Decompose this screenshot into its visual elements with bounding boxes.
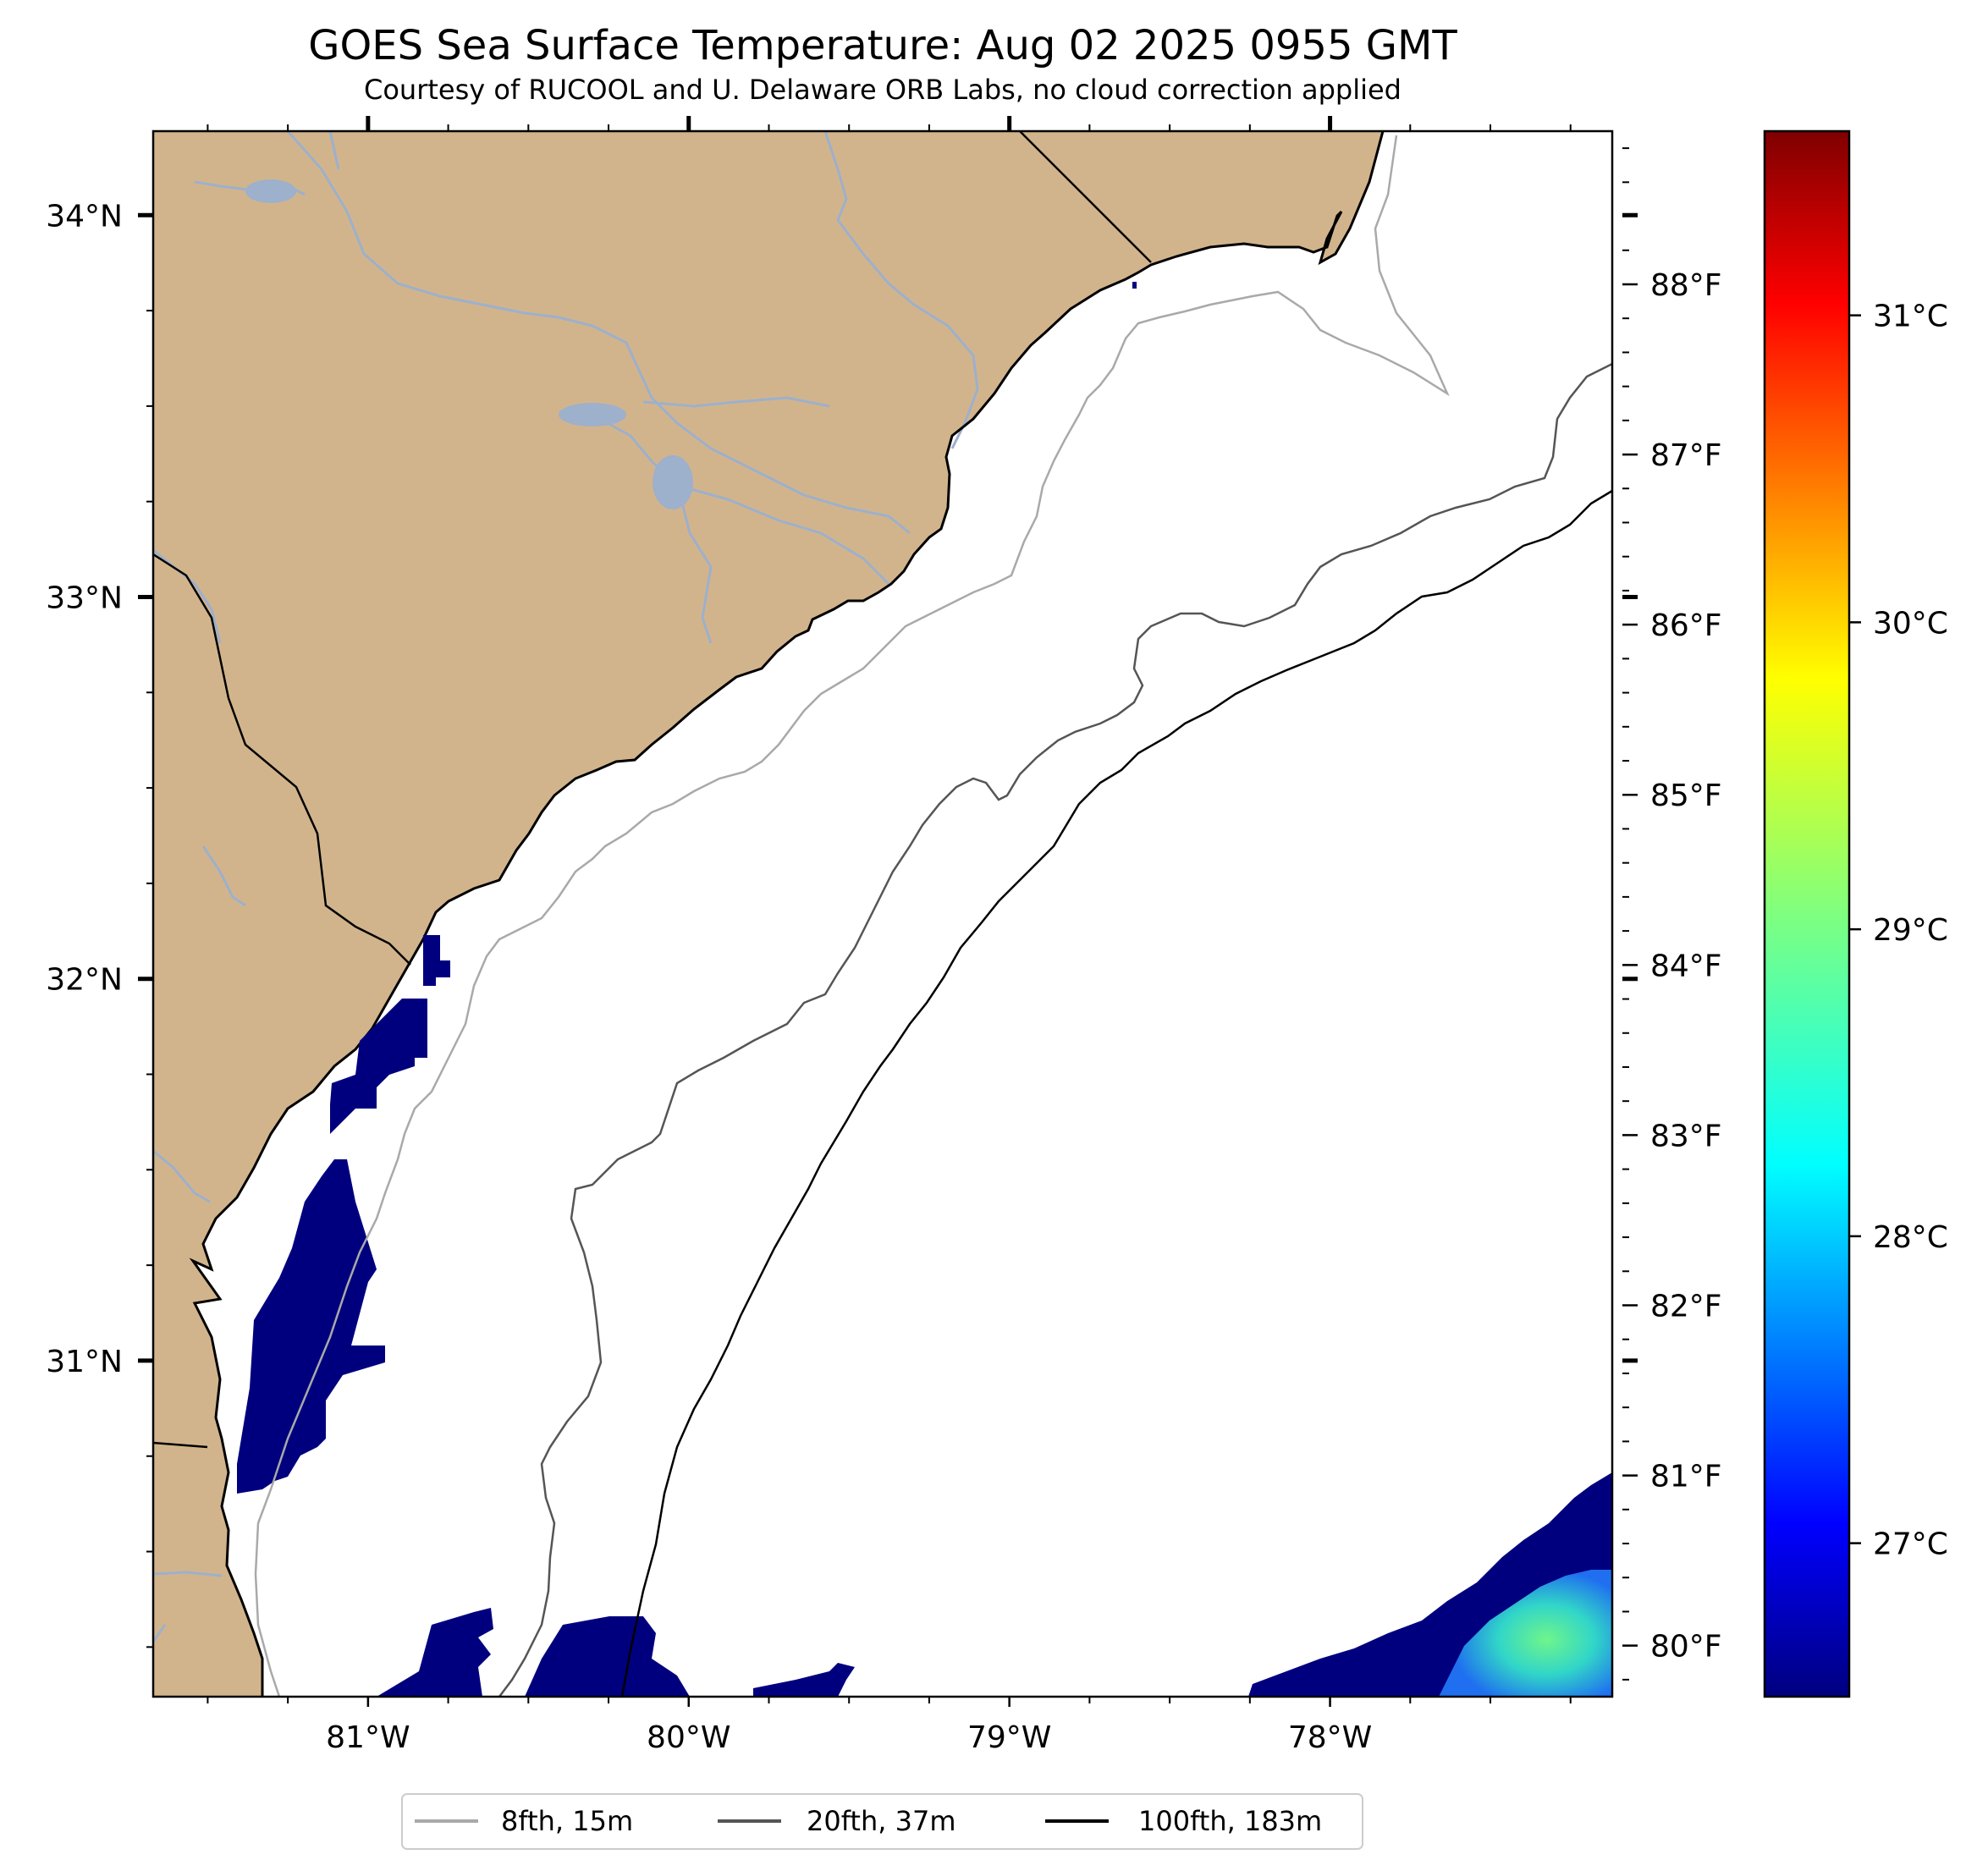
isobath-8fth bbox=[254, 135, 1450, 1697]
legend-label-100fth: 100fth, 183m bbox=[1138, 1805, 1322, 1837]
f-tick-label: 84°F bbox=[1650, 949, 1722, 983]
minor-ticks bbox=[146, 124, 1572, 1703]
latitude-axis: 34°N 33°N 32°N 31°N bbox=[46, 199, 1638, 1379]
rivers bbox=[153, 131, 979, 1643]
sst-patch bbox=[423, 935, 450, 986]
lon-tick-label: 80°W bbox=[647, 1720, 730, 1755]
legend-label-8fth: 8fth, 15m bbox=[501, 1805, 633, 1837]
sst-patch bbox=[237, 1159, 385, 1494]
colorbar-tick-label: 30°C bbox=[1873, 606, 1948, 641]
state-boundaries bbox=[153, 131, 1152, 1449]
river-path bbox=[153, 1149, 211, 1203]
river-path bbox=[153, 1571, 223, 1577]
f-tick-label: 82°F bbox=[1650, 1290, 1722, 1324]
state-boundary bbox=[153, 1441, 208, 1449]
river-path bbox=[642, 396, 830, 408]
lat-tick-label: 33°N bbox=[46, 581, 123, 615]
river-path bbox=[675, 482, 713, 644]
river-path bbox=[680, 485, 890, 586]
colorbar-tick-label: 27°C bbox=[1873, 1527, 1948, 1562]
map-frame bbox=[151, 129, 1614, 1698]
river-path bbox=[328, 131, 340, 170]
isobath-20fth bbox=[498, 362, 1612, 1697]
colorbar-ticks: 31°C 30°C 29°C 28°C 27°C bbox=[1849, 300, 1948, 1562]
lon-tick-label: 78°W bbox=[1288, 1720, 1372, 1755]
f-tick-label: 81°F bbox=[1650, 1460, 1722, 1494]
sst-patch bbox=[753, 1663, 855, 1697]
lake bbox=[653, 455, 693, 509]
colorbar-gradient bbox=[1763, 129, 1851, 1698]
isobath-100fth bbox=[620, 489, 1612, 1697]
chart-subtitle: Courtesy of RUCOOL and U. Delaware ORB L… bbox=[364, 74, 1402, 106]
lon-tick-label: 79°W bbox=[967, 1720, 1051, 1755]
state-boundary bbox=[153, 553, 411, 966]
lat-tick-label: 34°N bbox=[46, 199, 123, 234]
lon-tick-label: 81°W bbox=[326, 1720, 410, 1755]
fahrenheit-axis: 88°F 87°F 86°F 85°F 84°F 83°F 82°F 81°F 80°F bbox=[1622, 147, 1722, 1681]
f-tick-label: 80°F bbox=[1650, 1630, 1722, 1665]
state-boundary bbox=[1019, 131, 1152, 263]
river-path bbox=[823, 131, 979, 449]
f-tick-label: 85°F bbox=[1650, 779, 1722, 813]
f-tick-label: 83°F bbox=[1650, 1119, 1722, 1153]
f-tick-label: 86°F bbox=[1650, 608, 1722, 643]
river-path bbox=[201, 845, 246, 907]
f-tick-label: 88°F bbox=[1650, 268, 1722, 303]
lake bbox=[559, 403, 626, 426]
lake bbox=[245, 179, 296, 203]
chart-title: GOES Sea Surface Temperature: Aug 02 202… bbox=[308, 22, 1457, 69]
river-path bbox=[286, 131, 911, 535]
lakes bbox=[245, 179, 693, 509]
legend: 8fth, 15m 20fth, 37m 100fth, 183m bbox=[401, 1793, 1363, 1850]
sst-patch bbox=[377, 1608, 493, 1697]
colorbar-tick-label: 28°C bbox=[1873, 1220, 1948, 1255]
map-area bbox=[153, 131, 1612, 1697]
warm-sst-patch bbox=[1439, 1570, 1612, 1697]
f-tick-label: 87°F bbox=[1650, 438, 1722, 473]
legend-box bbox=[401, 1793, 1363, 1850]
lat-tick-label: 32°N bbox=[46, 963, 123, 998]
lat-tick-label: 31°N bbox=[46, 1345, 123, 1379]
colorbar-tick-label: 31°C bbox=[1873, 300, 1948, 334]
colorbar-tick-label: 29°C bbox=[1873, 913, 1948, 948]
sst-patch bbox=[525, 1616, 690, 1697]
legend-label-20fth: 20fth, 37m bbox=[807, 1805, 955, 1837]
colorbar: 31°C 30°C 29°C 28°C 27°C bbox=[1763, 129, 1948, 1698]
sst-patch bbox=[330, 999, 427, 1134]
sst-pixel bbox=[1132, 282, 1137, 289]
river-path bbox=[153, 1624, 167, 1643]
longitude-axis: 81°W 80°W 79°W 78°W bbox=[326, 116, 1372, 1755]
land-mass bbox=[153, 131, 1383, 1697]
coastline bbox=[189, 131, 1385, 1697]
